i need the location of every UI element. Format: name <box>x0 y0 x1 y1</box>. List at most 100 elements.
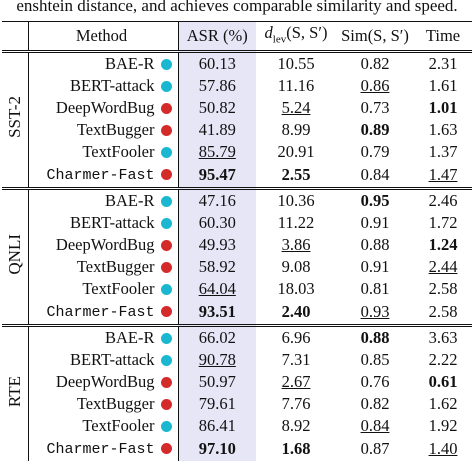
group-label: QNLI <box>4 233 24 275</box>
method-cell: TextBugger <box>28 119 179 142</box>
method-dot <box>160 81 172 93</box>
cell-value: 1.37 <box>428 142 458 162</box>
cell-value: 0.95 <box>360 191 390 211</box>
cell-value: 50.82 <box>198 98 236 118</box>
cell-value: 11.22 <box>277 213 315 233</box>
cell-value: 10.55 <box>277 54 315 74</box>
value-cell: 2.67 <box>256 371 336 393</box>
value-cell: 0.91 <box>336 212 414 234</box>
cell-value: 1.40 <box>428 439 458 459</box>
group-cell: RTE <box>2 325 29 462</box>
cell-value: 2.40 <box>281 302 311 322</box>
value-cell: 2.58 <box>414 278 472 300</box>
value-cell: 7.76 <box>256 393 336 415</box>
table-row: TextFooler 64.04 18.03 0.81 2.58 <box>2 278 472 301</box>
cell-value: 0.61 <box>428 372 458 392</box>
value-cell: 8.92 <box>256 415 336 437</box>
cell-value: 2.31 <box>428 54 458 74</box>
value-cell: 0.82 <box>336 393 414 415</box>
value-cell: 0.88 <box>336 234 414 256</box>
method-name: DeepWordBug <box>55 372 155 392</box>
group-cell: QNLI <box>2 188 29 326</box>
table-header: Method ASR (%) dlev(S, S′) Sim(S, S′) Ti… <box>2 21 472 52</box>
method-cell: DeepWordBug <box>28 97 179 120</box>
cell-value: 1.72 <box>428 213 458 233</box>
cell-value: 0.88 <box>360 328 390 348</box>
value-cell: 0.87 <box>336 437 414 461</box>
cell-value: 97.10 <box>198 439 236 459</box>
cell-value: 41.89 <box>198 120 236 140</box>
cell-value: 3.63 <box>428 328 458 348</box>
value-cell: 57.86 <box>178 75 256 98</box>
value-cell: 0.84 <box>336 415 414 437</box>
cell-value: 1.61 <box>428 76 458 96</box>
cell-value: 1.01 <box>428 98 458 118</box>
value-cell: 0.86 <box>336 75 414 97</box>
method-name: TextFooler <box>82 279 155 299</box>
value-cell: 1.40 <box>414 437 472 461</box>
table-row: BERT-attack 57.86 11.16 0.86 1.61 <box>2 75 472 98</box>
method-name: Charmer-Fast <box>46 441 155 459</box>
cell-value: 0.81 <box>360 279 390 299</box>
table-row: QNLI BAE-R 47.16 10.36 0.95 2.46 <box>2 188 472 326</box>
method-name: Charmer-Fast <box>46 304 155 322</box>
value-cell: 1.24 <box>414 234 472 256</box>
cell-value: 66.02 <box>198 328 236 348</box>
value-cell: 1.61 <box>414 75 472 97</box>
method-dot <box>160 306 172 318</box>
method-dot <box>160 333 172 345</box>
cell-value: 90.78 <box>198 350 236 370</box>
cell-value: 60.30 <box>198 213 236 233</box>
cell-value: 57.86 <box>198 76 236 96</box>
method-cell: TextFooler <box>28 278 179 301</box>
cell-value: 1.47 <box>428 165 458 185</box>
value-cell: 7.31 <box>256 349 336 371</box>
method-cell: BAE-R <box>28 325 179 350</box>
table-row: TextFooler 86.41 8.92 0.84 1.92 <box>2 415 472 438</box>
cell-value: 0.84 <box>360 416 390 436</box>
cell-value: 64.04 <box>198 279 236 299</box>
value-cell: 1.47 <box>414 163 472 189</box>
table-row: Charmer-Fast 95.47 2.55 0.84 1.47 <box>2 163 472 189</box>
group-header <box>2 21 29 52</box>
method-name: BERT-attack <box>69 76 155 96</box>
value-cell: 10.55 <box>256 52 336 76</box>
value-cell: 1.68 <box>256 437 336 461</box>
table-row: TextFooler 85.79 20.91 0.79 1.37 <box>2 141 472 164</box>
cell-value: 2.55 <box>281 165 311 185</box>
cell-value: 9.08 <box>281 257 311 277</box>
group: QNLI BAE-R 47.16 10.36 0.95 2.46 BERT-attack 60… <box>2 188 472 326</box>
method-name: TextBugger <box>76 394 155 414</box>
cell-value: 95.47 <box>198 165 236 185</box>
dlev-sub: lev <box>272 33 287 46</box>
value-cell: 86.41 <box>178 415 256 438</box>
value-cell: 49.93 <box>178 234 256 257</box>
value-cell: 41.89 <box>178 119 256 142</box>
dlev-args: (S, S′) <box>286 23 328 42</box>
value-cell: 2.46 <box>414 189 472 213</box>
method-dot <box>160 196 172 208</box>
value-cell: 2.31 <box>414 52 472 76</box>
cell-value: 0.82 <box>360 54 390 74</box>
method-name: BERT-attack <box>69 213 155 233</box>
cell-value: 58.92 <box>198 257 236 277</box>
value-cell: 64.04 <box>178 278 256 301</box>
value-cell: 0.85 <box>336 349 414 371</box>
value-cell: 0.91 <box>336 256 414 278</box>
group-cell: SST-2 <box>2 51 29 189</box>
method-dot <box>160 240 172 252</box>
value-cell: 50.97 <box>178 371 256 394</box>
method-name: DeepWordBug <box>55 235 155 255</box>
method-cell: Charmer-Fast <box>28 163 179 189</box>
cell-value: 1.62 <box>428 394 458 414</box>
value-cell: 90.78 <box>178 349 256 372</box>
value-cell: 3.86 <box>256 234 336 256</box>
method-dot <box>160 262 172 274</box>
cell-value: 47.16 <box>198 191 236 211</box>
method-name: BERT-attack <box>69 350 155 370</box>
value-cell: 47.16 <box>178 188 256 213</box>
cell-value: 0.73 <box>360 98 390 118</box>
value-cell: 0.84 <box>336 163 414 189</box>
value-cell: 93.51 <box>178 300 256 326</box>
value-cell: 50.82 <box>178 97 256 120</box>
